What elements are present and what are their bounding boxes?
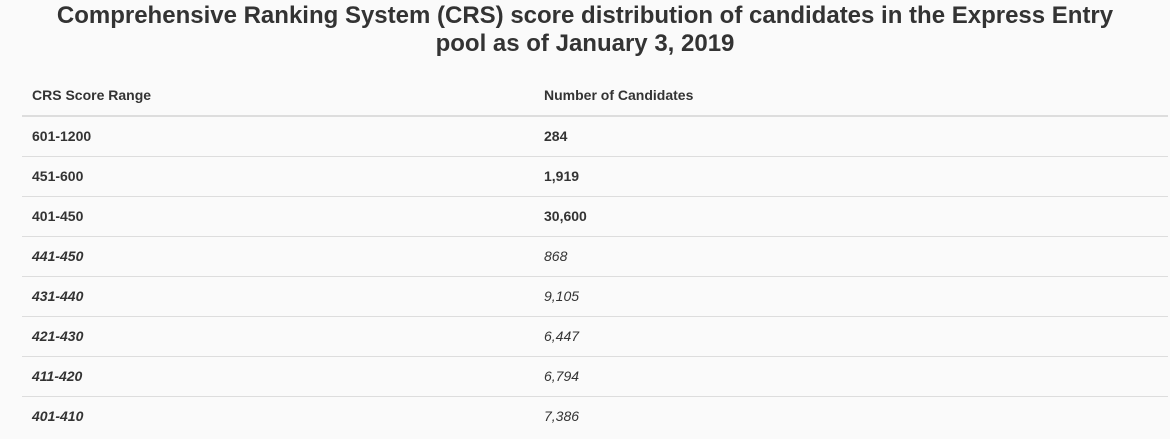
- crs-distribution-table: CRS Score Range Number of Candidates 601…: [22, 74, 1168, 436]
- score-range-cell: 421-430: [22, 315, 534, 356]
- score-range-cell: 441-450: [22, 235, 534, 276]
- candidate-count-cell: 9,105: [534, 275, 1168, 316]
- page-title: Comprehensive Ranking System (CRS) score…: [56, 2, 1114, 57]
- table-row: 451-600 1,919: [22, 155, 1168, 196]
- candidate-count-cell: 30,600: [534, 195, 1168, 236]
- candidate-count-cell: 284: [544, 128, 568, 145]
- table-subrow: 431-440 9,105: [22, 275, 1168, 316]
- table-row: 601-1200 284: [22, 116, 1168, 156]
- column-header-number-of-candidates: Number of Candidates: [534, 74, 1168, 117]
- score-range-cell: 401-450: [22, 195, 534, 236]
- candidate-count-cell: 6,794: [534, 355, 1168, 396]
- score-range-cell: 401-410: [22, 395, 534, 436]
- table-subrow: 401-410 7,386: [22, 395, 1168, 436]
- candidate-count-cell: 868: [534, 235, 1168, 276]
- candidate-count-cell: 1,919: [534, 155, 1168, 196]
- table-header-row: CRS Score Range Number of Candidates: [22, 74, 1168, 117]
- score-range-cell: 451-600: [22, 155, 534, 196]
- table-subrow: 411-420 6,794: [22, 355, 1168, 396]
- candidate-count-cell: 6,447: [534, 315, 1168, 356]
- table-subrow: 441-450 868: [22, 235, 1168, 276]
- score-range-cell: 431-440: [22, 275, 534, 316]
- table-row: 401-450 30,600: [22, 195, 1168, 236]
- candidate-count-cell: 7,386: [534, 395, 1168, 436]
- table-subrow: 421-430 6,447: [22, 315, 1168, 356]
- score-range-cell: 411-420: [22, 355, 534, 396]
- column-header-score-range: CRS Score Range: [22, 74, 534, 117]
- score-range-cell: 601-1200: [32, 128, 92, 145]
